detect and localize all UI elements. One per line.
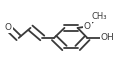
Text: O: O — [84, 22, 91, 31]
Text: CH₃: CH₃ — [91, 12, 107, 21]
Text: O: O — [5, 23, 12, 32]
Text: OH: OH — [101, 33, 114, 42]
